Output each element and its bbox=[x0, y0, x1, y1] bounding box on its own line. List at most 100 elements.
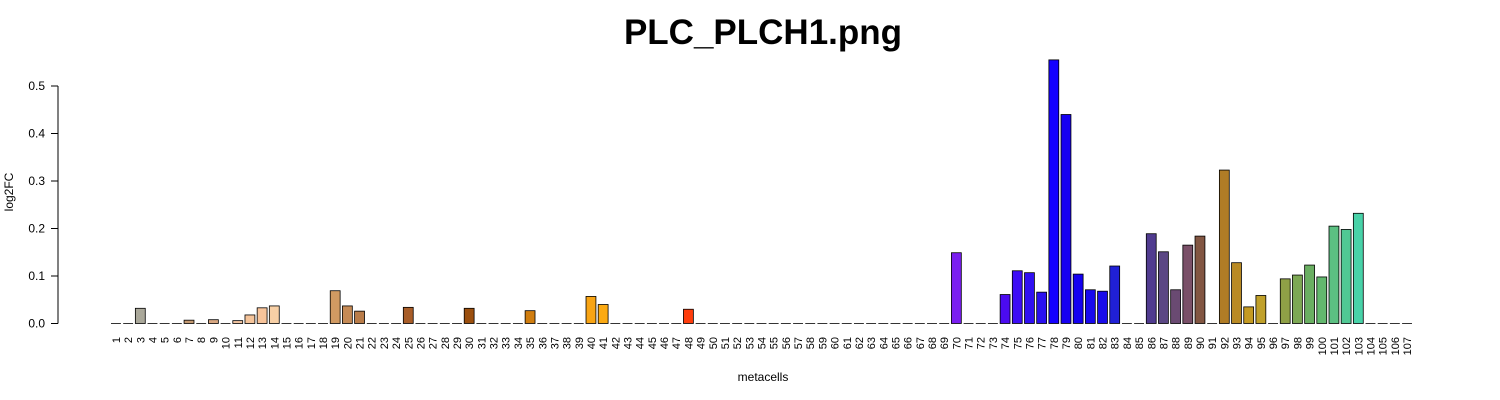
bar bbox=[1097, 290, 1108, 324]
bar bbox=[1158, 251, 1169, 324]
x-tick-label: 57 bbox=[793, 337, 805, 349]
x-tick-label: 48 bbox=[683, 337, 695, 349]
x-tick-label: 55 bbox=[769, 337, 781, 349]
bar bbox=[1048, 59, 1060, 324]
x-tick-label: 43 bbox=[623, 337, 635, 349]
bar bbox=[1060, 114, 1072, 324]
bar bbox=[1279, 278, 1291, 324]
bars bbox=[111, 59, 1412, 324]
x-tick-label: 23 bbox=[379, 337, 391, 349]
x-tick-label: 29 bbox=[452, 337, 464, 349]
x-tick-label: 101 bbox=[1329, 337, 1341, 355]
x-tick-label: 104 bbox=[1365, 337, 1377, 355]
bar bbox=[1170, 289, 1181, 324]
x-tick-label: 31 bbox=[476, 337, 488, 349]
x-tick-label: 86 bbox=[1146, 337, 1158, 349]
x-tick-label: 44 bbox=[635, 337, 647, 349]
x-tick-label: 53 bbox=[744, 337, 756, 349]
x-tick-label: 99 bbox=[1305, 337, 1317, 349]
x-tick-label: 36 bbox=[537, 337, 549, 349]
x-tick-label: 93 bbox=[1232, 337, 1244, 349]
x-tick-label: 41 bbox=[598, 337, 610, 349]
x-tick-label: 85 bbox=[1134, 337, 1146, 349]
bar bbox=[1109, 265, 1121, 324]
x-tick-label: 4 bbox=[147, 337, 159, 343]
x-tick-label: 84 bbox=[1122, 337, 1134, 349]
x-tick-label: 51 bbox=[720, 337, 732, 349]
x-tick-label: 5 bbox=[160, 337, 172, 343]
x-tick-label: 42 bbox=[610, 337, 622, 349]
x-tick-label: 46 bbox=[659, 337, 671, 349]
x-tick-label: 67 bbox=[915, 337, 927, 349]
bar bbox=[134, 307, 146, 324]
x-tick-label: 11 bbox=[233, 337, 245, 348]
x-tick-label: 3 bbox=[135, 337, 147, 343]
x-tick-label: 106 bbox=[1390, 337, 1402, 355]
x-tick-label: 19 bbox=[330, 337, 342, 349]
bar bbox=[1316, 276, 1328, 324]
x-tick-label: 56 bbox=[781, 337, 793, 349]
y-tick-label: 0.0 bbox=[28, 317, 45, 331]
bar bbox=[1231, 262, 1242, 324]
x-tick-label: 91 bbox=[1207, 337, 1219, 349]
x-tick-label: 9 bbox=[208, 337, 220, 343]
x-tick-label: 88 bbox=[1171, 337, 1183, 349]
x-tick-label: 73 bbox=[988, 337, 1000, 349]
x-tick-label: 77 bbox=[1037, 337, 1049, 349]
x-tick-label: 38 bbox=[562, 337, 574, 349]
x-tick-label: 34 bbox=[513, 337, 525, 349]
x-tick-label: 65 bbox=[890, 337, 902, 349]
x-tick-label: 60 bbox=[830, 337, 842, 349]
x-tick-label: 24 bbox=[391, 337, 403, 349]
bar bbox=[1218, 169, 1230, 324]
bar bbox=[999, 294, 1011, 324]
x-tick-label: 17 bbox=[306, 337, 318, 349]
x-tick-label: 26 bbox=[415, 337, 427, 349]
x-tick-label: 22 bbox=[367, 337, 379, 349]
x-tick-label: 81 bbox=[1085, 337, 1097, 349]
x-tick-label: 7 bbox=[184, 337, 196, 343]
x-tick-label: 50 bbox=[708, 337, 720, 349]
x-tick-label: 14 bbox=[269, 337, 281, 349]
bar bbox=[1011, 270, 1023, 324]
x-tick-label: 6 bbox=[172, 337, 184, 343]
x-tick-label: 13 bbox=[257, 337, 269, 349]
bar bbox=[1243, 306, 1255, 324]
x-tick-label: 37 bbox=[549, 337, 561, 349]
x-tick-label: 63 bbox=[866, 337, 878, 349]
x-tick-label: 75 bbox=[1012, 337, 1024, 349]
x-tick-label: 27 bbox=[428, 337, 440, 349]
bar bbox=[1182, 244, 1194, 324]
x-tick-label: 87 bbox=[1158, 337, 1170, 349]
bar bbox=[1255, 295, 1267, 324]
bar bbox=[597, 304, 609, 324]
x-tick-label: 59 bbox=[817, 337, 829, 349]
x-tick-label: 71 bbox=[964, 337, 976, 349]
x-tick-label: 72 bbox=[976, 337, 988, 349]
y-tick-label: 0.1 bbox=[28, 269, 45, 283]
x-tick-label: 62 bbox=[854, 337, 866, 349]
y-tick-label: 0.3 bbox=[28, 174, 45, 188]
bar bbox=[585, 296, 597, 324]
bar bbox=[1292, 274, 1303, 324]
x-tick-label: 15 bbox=[281, 337, 293, 349]
x-tick-label: 25 bbox=[403, 337, 415, 349]
x-tick-label: 68 bbox=[927, 337, 939, 349]
bar bbox=[342, 305, 353, 324]
bar bbox=[329, 290, 341, 324]
bar bbox=[1145, 233, 1157, 324]
x-tick-label: 83 bbox=[1110, 337, 1122, 349]
x-tick-label: 28 bbox=[440, 337, 452, 349]
x-tick-label: 97 bbox=[1280, 337, 1292, 349]
x-tick-label: 94 bbox=[1244, 337, 1256, 349]
x-tick-label: 18 bbox=[318, 337, 330, 349]
x-tick-label: 32 bbox=[489, 337, 501, 349]
x-tick-label: 30 bbox=[464, 337, 476, 349]
x-tick-label: 96 bbox=[1268, 337, 1280, 349]
x-tick-label: 80 bbox=[1073, 337, 1085, 349]
bar bbox=[232, 320, 244, 324]
bar bbox=[524, 310, 536, 324]
bar bbox=[354, 310, 365, 324]
bar bbox=[208, 319, 219, 324]
